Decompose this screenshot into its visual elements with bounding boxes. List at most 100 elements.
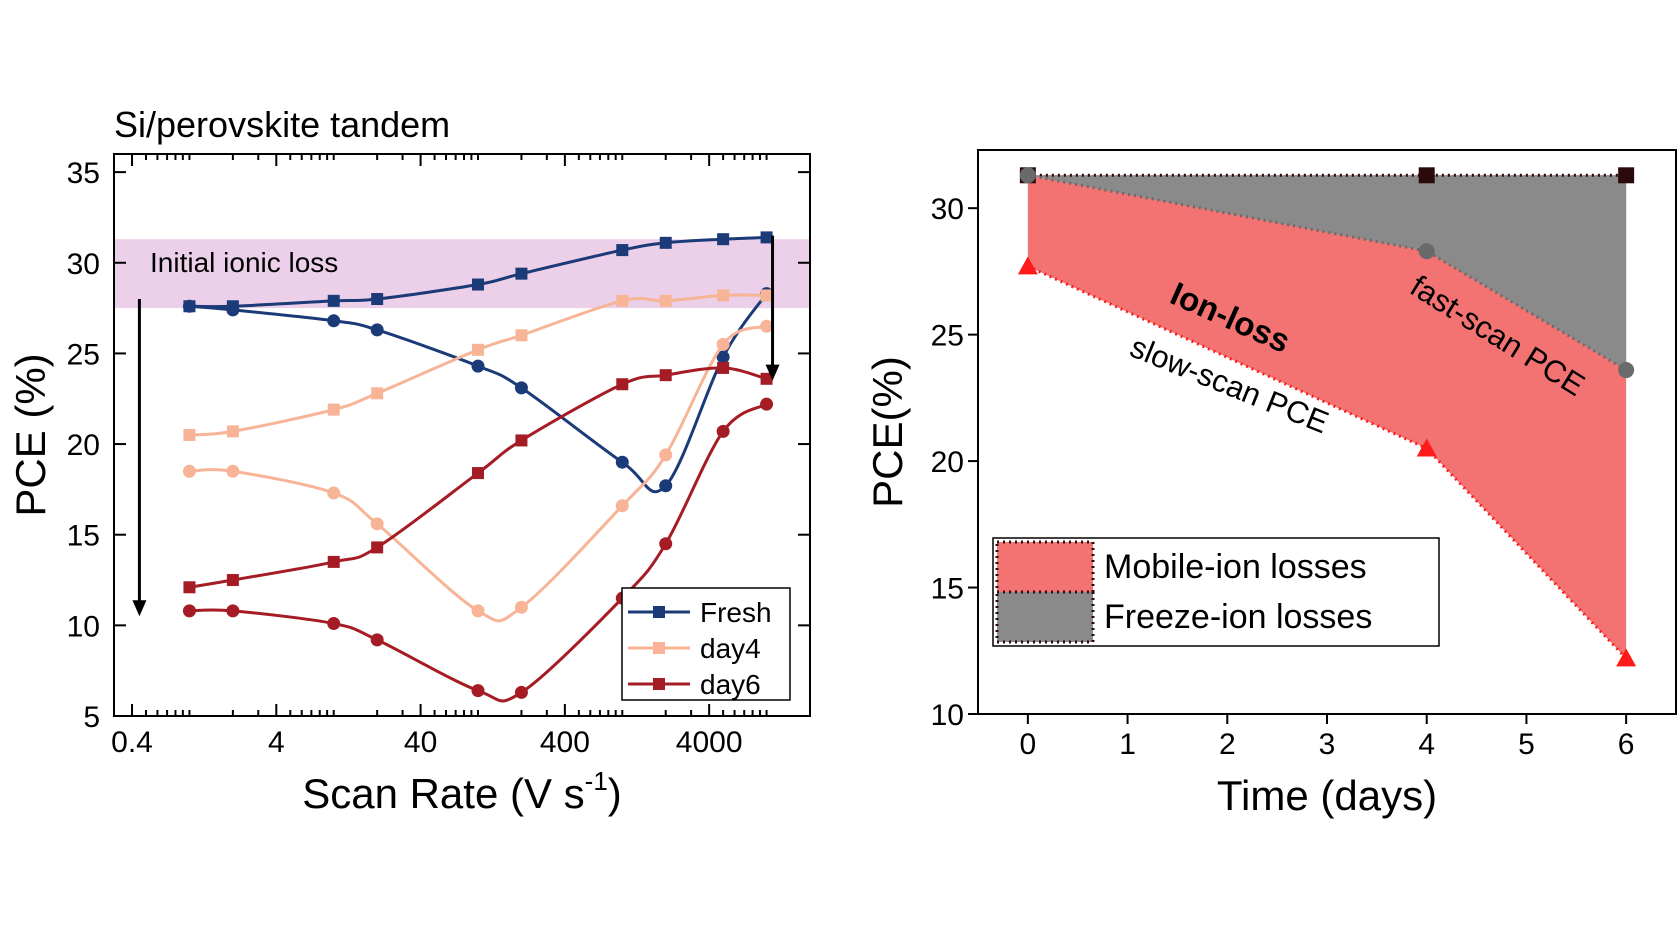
left-series-line bbox=[189, 292, 768, 494]
left-y-tick-label: 10 bbox=[67, 610, 100, 643]
left-chart-title: Si/perovskite tandem bbox=[114, 104, 450, 145]
left-x-tick-label: 4 bbox=[268, 726, 285, 759]
left-data-point-circle bbox=[514, 600, 528, 614]
left-data-point-square bbox=[616, 378, 629, 391]
right-y-tick-label: 10 bbox=[931, 699, 964, 732]
left-data-point-square bbox=[717, 289, 730, 302]
left-data-point-square bbox=[659, 294, 672, 307]
left-data-point-square bbox=[472, 343, 485, 356]
left-data-point-circle bbox=[370, 323, 384, 337]
left-arrow-head bbox=[765, 364, 780, 381]
left-data-point-circle bbox=[716, 424, 730, 438]
right-x-tick-label: 3 bbox=[1319, 728, 1336, 761]
area-mobile-ion-losses bbox=[1027, 175, 1627, 659]
left-data-point-circle bbox=[659, 479, 673, 493]
left-x-label-close: ) bbox=[608, 770, 622, 817]
left-data-point-circle bbox=[182, 464, 196, 478]
marker-slow-scan-triangle bbox=[1416, 438, 1437, 457]
left-data-point-circle bbox=[760, 319, 774, 333]
left-y-axis-label: PCE (%) bbox=[7, 353, 54, 516]
marker-fast-scan-circle bbox=[1618, 362, 1635, 379]
left-data-point-square bbox=[327, 403, 340, 416]
left-data-point-square bbox=[616, 294, 629, 307]
left-legend-label: day4 bbox=[700, 633, 761, 664]
left-legend-marker bbox=[653, 678, 665, 690]
left-data-point-circle bbox=[471, 359, 485, 373]
right-y-tick-label: 20 bbox=[931, 446, 964, 479]
left-data-point-circle bbox=[716, 350, 730, 364]
left-data-point-circle bbox=[514, 685, 528, 699]
left-data-point-circle bbox=[615, 455, 629, 469]
left-series-line bbox=[189, 235, 767, 309]
legend-label-freeze-ion: Freeze-ion losses bbox=[1104, 598, 1372, 636]
left-data-point-circle bbox=[659, 448, 673, 462]
left-chart: Si/perovskite tandem Initial ionic loss … bbox=[7, 104, 811, 817]
left-data-point-square bbox=[659, 236, 672, 249]
left-data-point-square bbox=[226, 425, 239, 438]
left-legend-label: day6 bbox=[700, 669, 761, 700]
left-data-point-square bbox=[760, 231, 773, 244]
right-y-tick-label: 15 bbox=[931, 573, 964, 606]
left-data-point-square bbox=[472, 278, 485, 291]
left-x-tick-label: 40 bbox=[404, 726, 437, 759]
left-data-point-circle bbox=[226, 604, 240, 618]
left-x-tick-label: 0.4 bbox=[111, 726, 153, 759]
left-data-point-circle bbox=[370, 517, 384, 531]
legend-swatch-freeze-ion bbox=[995, 590, 1095, 644]
left-data-point-circle bbox=[471, 684, 485, 698]
left-data-point-circle bbox=[716, 337, 730, 351]
left-x-tick-label: 4000 bbox=[676, 726, 743, 759]
left-data-point-square bbox=[616, 244, 629, 257]
marker-slow-scan-triangle bbox=[1017, 256, 1038, 275]
left-data-point-square bbox=[371, 541, 384, 554]
left-data-point-circle bbox=[226, 464, 240, 478]
right-x-tick-label: 1 bbox=[1119, 728, 1136, 761]
legend-swatch-mobile-ion bbox=[995, 540, 1095, 594]
left-data-point-circle bbox=[370, 633, 384, 647]
left-data-point-circle bbox=[182, 299, 196, 313]
left-data-point-square bbox=[183, 581, 196, 594]
right-legend: Mobile-ion losses Freeze-ion losses bbox=[992, 537, 1440, 647]
left-data-point-circle bbox=[327, 617, 341, 631]
left-legend-label: Fresh bbox=[700, 597, 772, 628]
left-data-point-square bbox=[659, 369, 672, 382]
left-data-point-circle bbox=[514, 381, 528, 395]
left-series-line bbox=[189, 324, 768, 623]
right-x-tick-label: 4 bbox=[1418, 728, 1435, 761]
right-x-tick-label: 6 bbox=[1618, 728, 1635, 761]
left-arrow-head bbox=[132, 600, 147, 617]
left-y-tick-label: 25 bbox=[67, 338, 100, 371]
left-legend-marker bbox=[653, 606, 665, 618]
marker-fast-scan-circle bbox=[1019, 167, 1036, 184]
left-data-point-circle bbox=[471, 604, 485, 618]
left-y-tick-label: 5 bbox=[83, 701, 100, 734]
left-data-point-square bbox=[183, 429, 196, 441]
left-data-point-square bbox=[327, 555, 340, 568]
area-freeze-ion-losses bbox=[1027, 175, 1627, 371]
left-data-point-square bbox=[760, 372, 773, 385]
marker-initial-square bbox=[1418, 167, 1435, 184]
left-data-point-square bbox=[515, 434, 528, 447]
left-data-point-square bbox=[327, 294, 340, 307]
left-data-point-circle bbox=[615, 499, 629, 513]
left-data-point-square bbox=[515, 329, 528, 342]
left-y-tick-label: 15 bbox=[67, 520, 100, 553]
left-ionic-loss-band bbox=[114, 239, 810, 309]
left-data-point-square bbox=[371, 387, 384, 400]
right-y-tick-label: 30 bbox=[931, 193, 964, 226]
left-series-line bbox=[189, 366, 767, 589]
right-x-axis-label: Time (days) bbox=[1217, 772, 1437, 819]
left-legend-marker bbox=[653, 642, 665, 654]
left-data-point-circle bbox=[182, 604, 196, 618]
left-legend: Fresh day4 day6 bbox=[621, 587, 791, 701]
left-x-label-main: Scan Rate (V s bbox=[302, 770, 584, 817]
marker-fast-scan-circle bbox=[1418, 243, 1435, 260]
left-x-label-sup: -1 bbox=[585, 766, 608, 796]
left-series-line bbox=[189, 402, 768, 703]
right-y-tick-label: 25 bbox=[931, 320, 964, 353]
left-data-point-circle bbox=[327, 314, 341, 328]
left-y-tick-label: 35 bbox=[67, 157, 100, 190]
left-data-point-square bbox=[760, 289, 773, 302]
